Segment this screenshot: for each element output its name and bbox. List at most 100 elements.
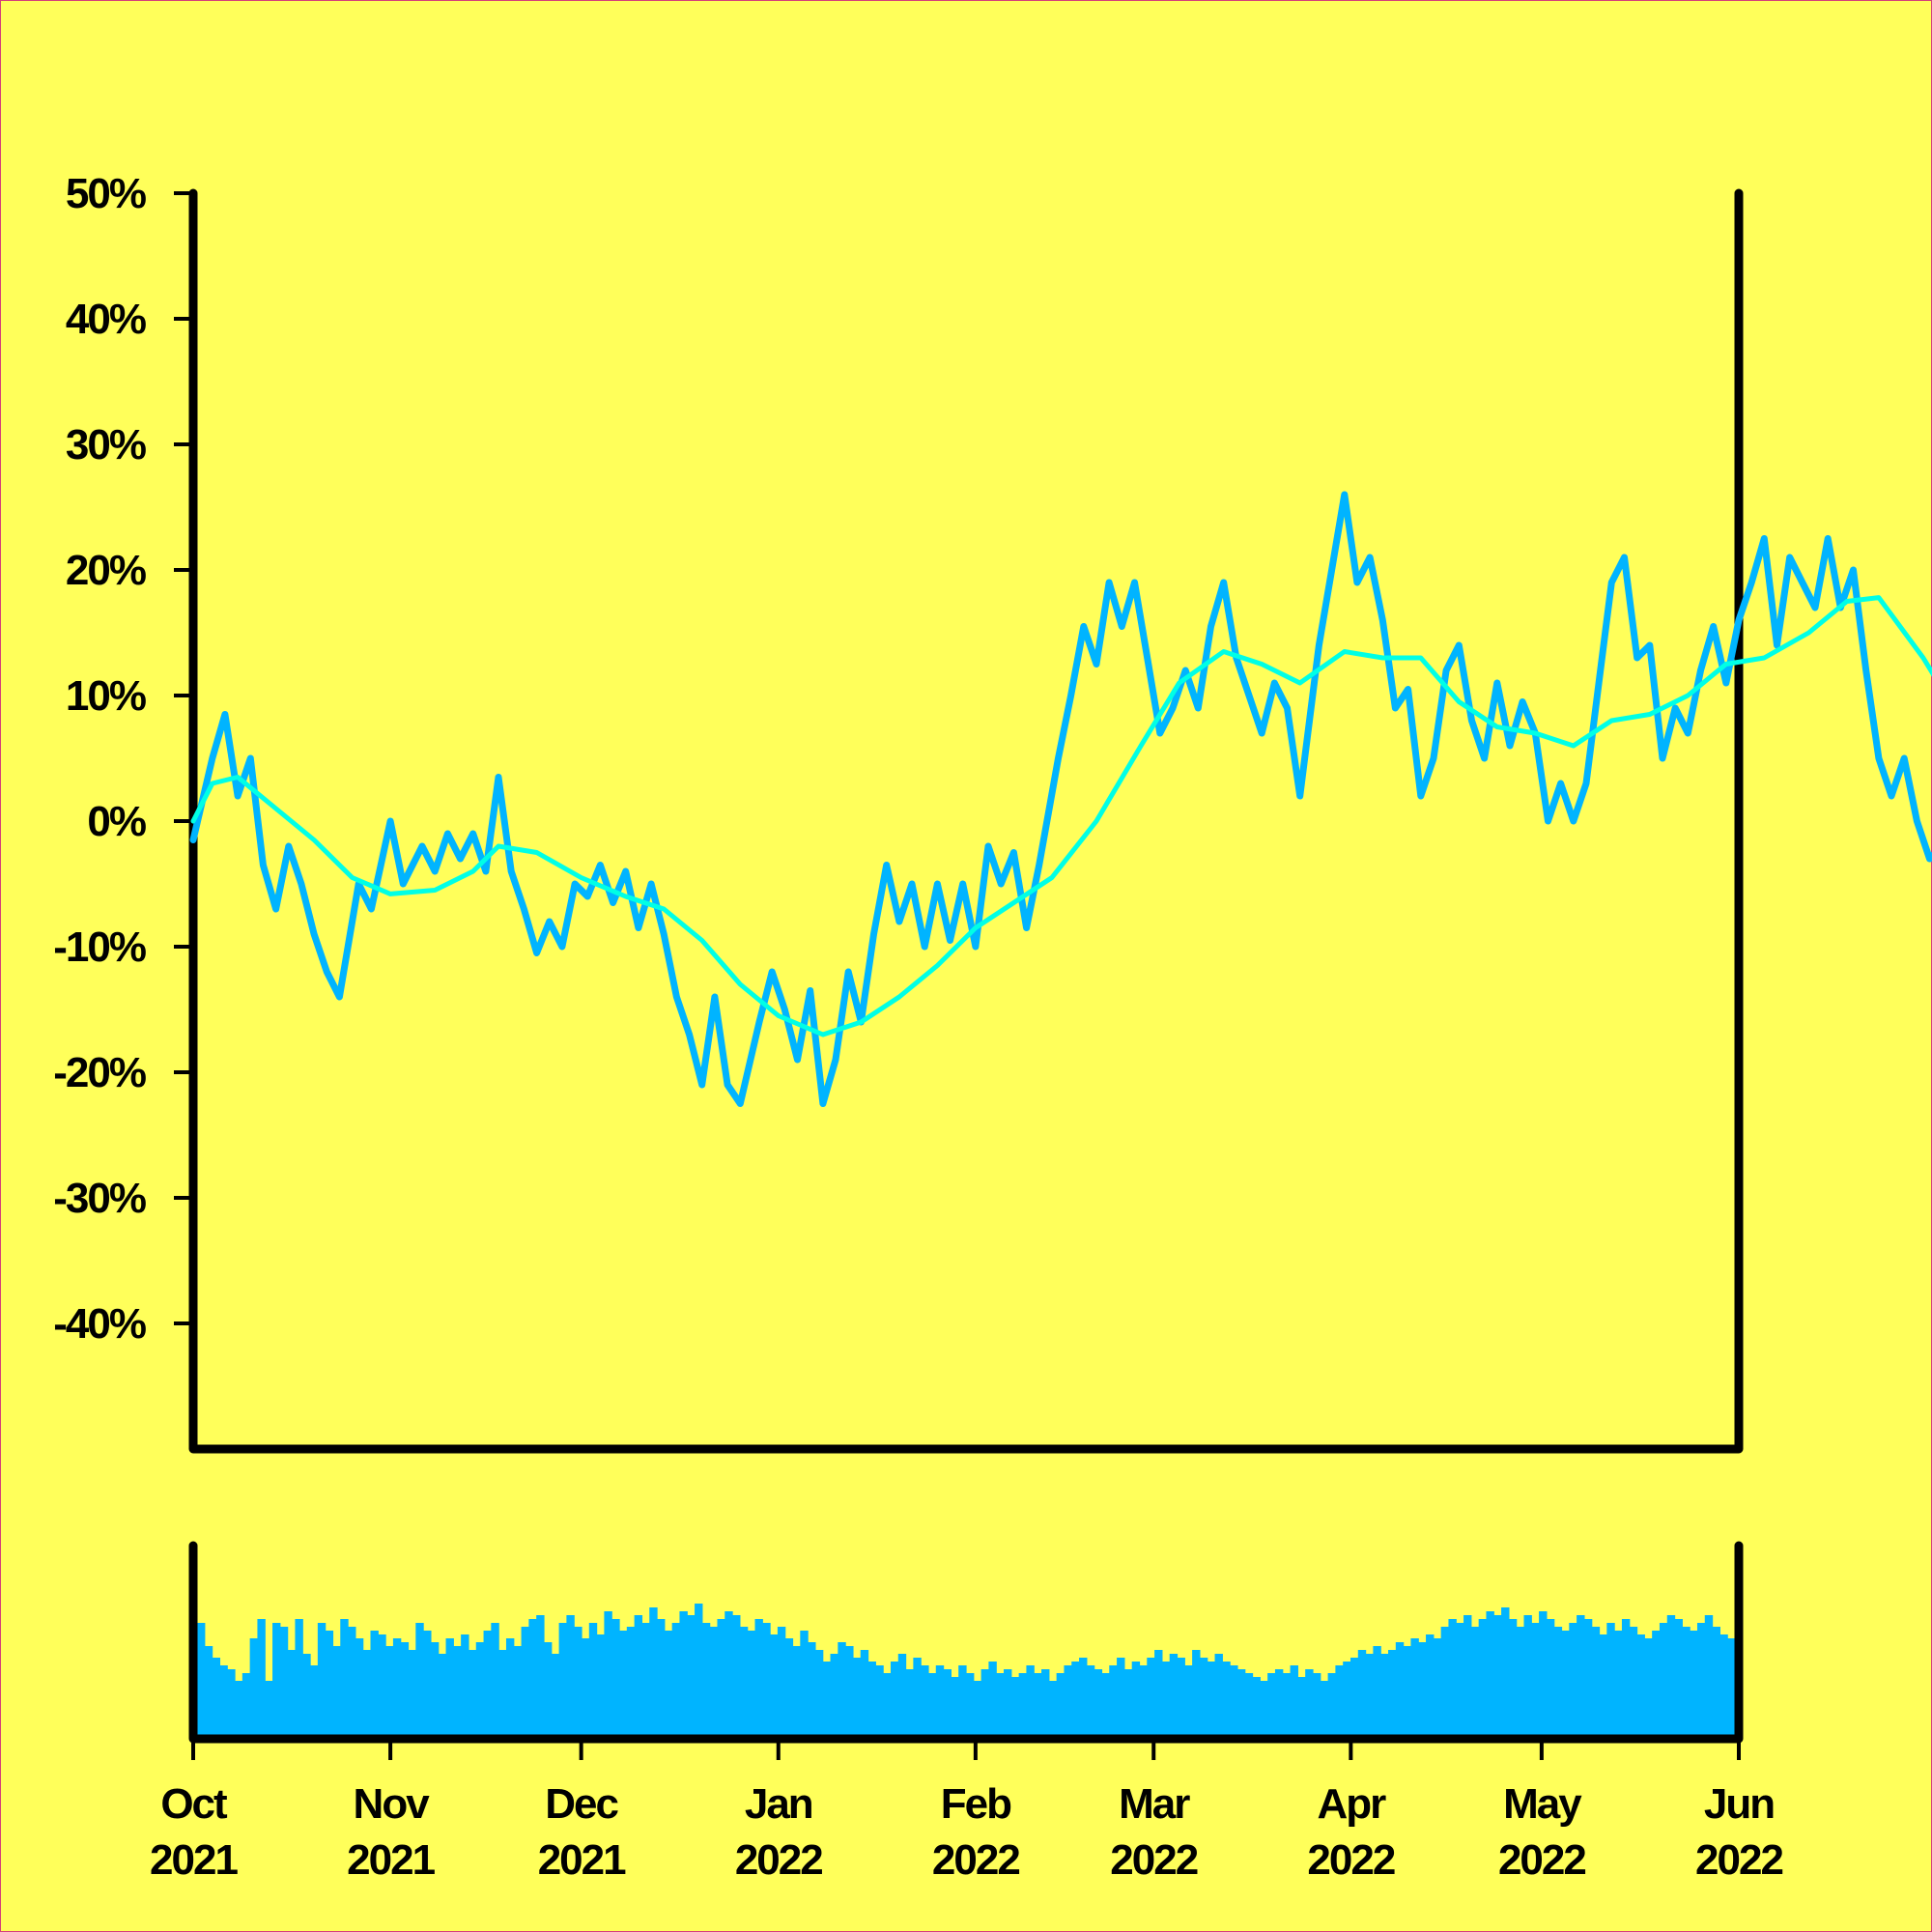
volume-bar: [1433, 1638, 1442, 1739]
volume-bar: [1727, 1638, 1736, 1739]
volume-bar: [1493, 1615, 1502, 1739]
volume-bar: [348, 1627, 356, 1739]
volume-bar: [340, 1619, 349, 1739]
volume-bar: [1373, 1646, 1381, 1739]
volume-bar: [235, 1681, 243, 1739]
volume-bar: [1184, 1665, 1193, 1739]
volume-bar: [1260, 1681, 1268, 1739]
volume-bar: [935, 1665, 945, 1739]
volume-bar: [943, 1669, 952, 1739]
volume-bar: [1350, 1658, 1359, 1739]
volume-bar: [845, 1646, 854, 1739]
volume-bar: [543, 1642, 553, 1739]
x-tick-label-year: 2022: [932, 1836, 1019, 1884]
volume-axis-frame: [188, 1541, 1744, 1744]
volume-bar: [784, 1638, 794, 1739]
volume-bar: [317, 1623, 327, 1739]
x-tick-label-month: Nov: [354, 1780, 431, 1828]
volume-bar: [830, 1654, 838, 1739]
volume-bar: [1236, 1669, 1246, 1739]
volume-bar: [1169, 1654, 1179, 1739]
volume-bar: [1719, 1634, 1728, 1739]
volume-bar: [777, 1627, 786, 1739]
volume-bar: [1621, 1619, 1631, 1739]
volume-bar: [770, 1634, 779, 1739]
volume-bar: [1327, 1673, 1336, 1739]
volume-bar: [1426, 1634, 1435, 1739]
volume-bar: [822, 1662, 832, 1739]
volume-bar: [958, 1665, 967, 1739]
x-tick-label-month: Feb: [941, 1780, 1011, 1828]
volume-bar: [212, 1658, 221, 1739]
volume-bar: [1161, 1662, 1171, 1739]
volume-bar: [521, 1627, 529, 1739]
volume-bar: [468, 1650, 477, 1739]
volume-bar: [875, 1665, 884, 1739]
volume-bar: [1139, 1665, 1148, 1739]
volume-bar: [921, 1665, 929, 1739]
volume-bar: [1004, 1669, 1012, 1739]
x-tick-label-month: Dec: [545, 1780, 618, 1828]
volume-bar: [814, 1650, 824, 1739]
volume-bar: [792, 1646, 801, 1739]
volume-bar: [1539, 1611, 1548, 1739]
x-tick-label-year: 2022: [1498, 1836, 1585, 1884]
volume-bar: [461, 1634, 469, 1739]
volume-bar: [310, 1665, 319, 1739]
volume-bar: [1343, 1662, 1351, 1739]
volume-bar: [988, 1662, 997, 1739]
volume-bar: [1531, 1623, 1540, 1739]
volume-bar-panel: [188, 1541, 1744, 1744]
volume-bar: [1644, 1638, 1653, 1739]
volume-bar: [1403, 1646, 1412, 1739]
volume-bar: [1305, 1669, 1314, 1739]
volume-bar: [295, 1619, 303, 1739]
y-tick-label: 30%: [66, 421, 146, 469]
volume-bar: [1056, 1673, 1065, 1739]
x-tick-label-year: 2021: [347, 1836, 435, 1884]
volume-bar: [332, 1646, 341, 1739]
volume-bar: [204, 1646, 213, 1739]
volume-bar: [1629, 1627, 1638, 1739]
volume-bar: [973, 1681, 982, 1739]
x-tick-label-month: Jan: [745, 1780, 812, 1828]
volume-bar: [1448, 1619, 1457, 1739]
volume-bar: [1282, 1673, 1292, 1739]
volume-bar: [355, 1638, 364, 1739]
volume-bar: [1010, 1677, 1020, 1739]
volume-bar: [679, 1611, 688, 1739]
volume-bar: [966, 1673, 975, 1739]
volume-bar: [588, 1623, 598, 1739]
volume-bar: [905, 1669, 914, 1739]
x-tick-label-year: 2021: [150, 1836, 238, 1884]
volume-bar: [1516, 1627, 1525, 1739]
volume-bar: [1674, 1619, 1683, 1739]
volume-bar: [378, 1634, 386, 1739]
volume-bar: [197, 1623, 206, 1739]
volume-bar: [1071, 1662, 1080, 1739]
y-tick-label: 10%: [66, 672, 146, 720]
volume-bar: [1018, 1673, 1028, 1739]
volume-bar: [1207, 1662, 1216, 1739]
volume-bar: [1154, 1650, 1163, 1739]
volume-bar: [1199, 1658, 1208, 1739]
volume-bar: [1244, 1673, 1254, 1739]
volume-bar: [279, 1627, 289, 1739]
volume-bar: [1591, 1627, 1601, 1739]
volume-bar: [1274, 1669, 1284, 1739]
volume-bar: [1320, 1681, 1329, 1739]
volume-bar: [1131, 1662, 1141, 1739]
moving-average-line: [190, 595, 1932, 1037]
volume-bar: [860, 1650, 869, 1739]
volume-bar: [754, 1619, 763, 1739]
x-tick-label-month: Jun: [1704, 1780, 1774, 1828]
volume-bar: [1418, 1642, 1427, 1739]
volume-bar: [671, 1623, 681, 1739]
volume-bar: [980, 1669, 990, 1739]
volume-bar: [1696, 1623, 1706, 1739]
volume-bar: [498, 1650, 507, 1739]
volume-bar: [1652, 1631, 1661, 1739]
volume-bar: [249, 1638, 259, 1739]
volume-bar: [1583, 1619, 1593, 1739]
volume-bar: [732, 1615, 741, 1739]
